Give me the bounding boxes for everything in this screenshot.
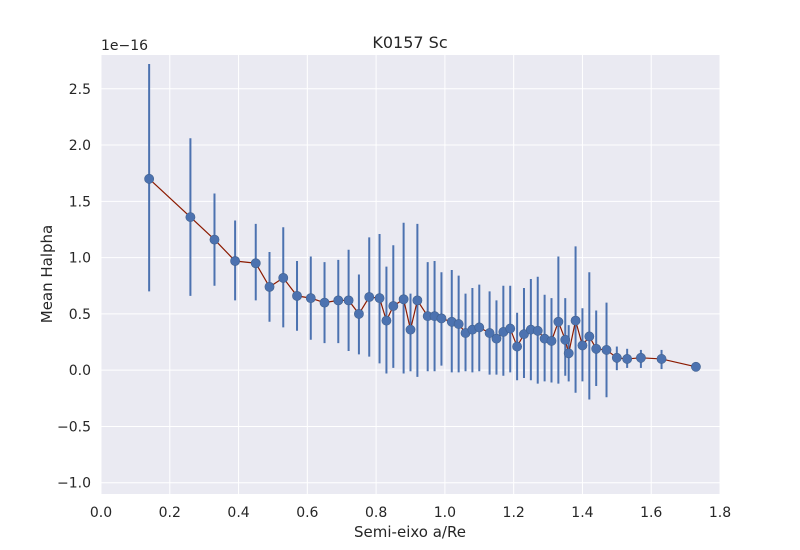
- x-tick-label: 1.8: [709, 505, 731, 521]
- data-point: [570, 315, 581, 326]
- data-point: [563, 348, 574, 359]
- data-points: [144, 173, 701, 372]
- data-point: [230, 256, 241, 266]
- data-point: [305, 293, 316, 304]
- data-point: [398, 294, 409, 305]
- x-tick-label: 0.4: [227, 505, 249, 521]
- data-point: [292, 290, 302, 301]
- x-tick-labels: 0.0 0.2 0.4 0.6 0.8 1.0 1.2 1.4 1.6 1.8: [90, 505, 731, 521]
- data-point: [577, 340, 588, 351]
- data-point: [546, 336, 557, 346]
- data-point: [278, 272, 289, 283]
- data-point: [656, 354, 667, 364]
- x-tick-label: 1.0: [434, 505, 456, 521]
- data-point: [144, 173, 155, 184]
- x-tick-label: 0.6: [296, 505, 318, 521]
- data-point: [512, 341, 523, 352]
- x-axis-label: Semi-eixo a/Re: [354, 523, 466, 541]
- data-point: [532, 325, 543, 336]
- y-tick-label: 0.0: [69, 363, 91, 379]
- x-tick-label: 1.4: [571, 505, 593, 521]
- data-point: [484, 328, 495, 338]
- data-point: [505, 323, 516, 334]
- data-point: [364, 292, 375, 302]
- data-point: [405, 324, 416, 335]
- data-point: [622, 354, 633, 364]
- data-point: [354, 308, 364, 319]
- data-point: [611, 352, 622, 363]
- y-tick-label: −1.0: [57, 476, 91, 492]
- data-point: [333, 295, 344, 306]
- data-point: [412, 295, 423, 306]
- data-point: [591, 343, 602, 354]
- data-point: [601, 345, 612, 355]
- data-point: [691, 361, 701, 372]
- data-point: [474, 322, 485, 333]
- data-point: [436, 313, 447, 324]
- data-point: [381, 315, 392, 326]
- x-tick-label: 1.6: [640, 505, 662, 521]
- y-tick-label: 2.5: [69, 82, 91, 98]
- chart-title: K0157 Sc: [372, 33, 447, 52]
- y-tick-label: 0.5: [69, 307, 91, 323]
- y-tick-labels: −1.0 −0.5 0.0 0.5 1.0 1.5 2.0 2.5: [57, 82, 91, 492]
- y-tick-label: 2.0: [69, 138, 91, 154]
- data-point: [553, 316, 564, 327]
- plot-area: [101, 55, 720, 494]
- y-tick-label: 1.5: [69, 194, 91, 210]
- data-point: [250, 258, 261, 269]
- data-point: [636, 352, 646, 363]
- x-tick-label: 0.2: [159, 505, 181, 521]
- y-axis-label: Mean Halpha: [38, 225, 56, 324]
- x-tick-label: 0.8: [365, 505, 387, 521]
- data-point: [491, 333, 502, 344]
- data-point: [319, 297, 330, 308]
- data-point: [343, 295, 354, 306]
- data-point: [264, 281, 275, 292]
- data-point: [209, 234, 220, 245]
- y-tick-label: 1.0: [69, 251, 91, 267]
- x-tick-label: 0.0: [90, 505, 112, 521]
- data-point: [374, 293, 385, 304]
- data-point: [519, 329, 529, 340]
- x-gridlines: [100, 55, 721, 494]
- y-tick-label: −0.5: [57, 419, 91, 435]
- data-point: [453, 319, 464, 329]
- x-tick-label: 1.2: [503, 505, 525, 521]
- data-point: [388, 301, 399, 311]
- data-point: [560, 334, 571, 345]
- data-point: [584, 331, 595, 342]
- y-offset-text: 1e−16: [101, 38, 148, 54]
- data-point: [185, 212, 196, 222]
